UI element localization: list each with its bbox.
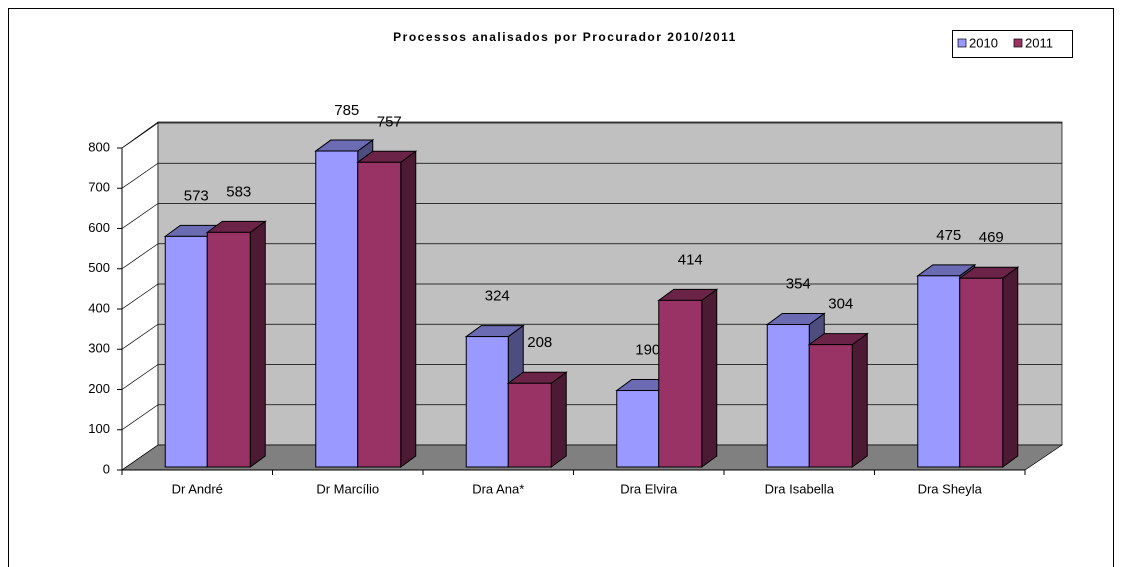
grid-line [121,203,159,229]
bar [658,299,703,468]
bar-side [400,150,417,468]
bar [959,277,1004,468]
bar-side [550,371,567,468]
bar [465,336,509,468]
bar [917,275,961,468]
value-label: 757 [377,113,402,130]
bar-side [249,220,266,468]
y-tick-label: 700 [88,180,110,195]
grid-line [121,122,159,149]
x-tick-label: Dra Ana* [472,481,524,496]
y-tick-label: 0 [103,461,110,476]
grid-line [121,283,159,310]
y-tick-label: 600 [88,220,110,235]
bar [616,390,660,468]
value-label: 208 [527,334,552,351]
value-label: 475 [936,227,961,244]
bar [164,235,208,468]
y-tick-label: 100 [88,421,110,436]
value-label: 304 [828,296,853,313]
side-wall [121,121,159,471]
value-label: 573 [184,187,209,204]
value-label: 469 [979,229,1004,246]
chart-title: Processos analisados por Procurador 2010… [393,30,737,44]
grid-line [121,404,159,431]
legend-swatch [957,38,967,48]
legend-swatch [1013,38,1023,48]
legend-label: 2011 [1025,35,1053,50]
value-label: 354 [786,275,811,292]
x-tick-label: Dra Elvira [620,481,678,496]
grid-line [121,323,159,350]
bar [766,324,810,468]
x-tick-label: Dr André [172,481,223,496]
bar-side [851,332,868,468]
grid-line [121,162,159,189]
bar [507,382,552,468]
bar [357,161,402,468]
y-tick-label: 800 [88,139,110,154]
value-label: 324 [485,288,510,305]
x-tick-label: Dra Sheyla [918,481,983,496]
value-label: 785 [334,102,359,119]
legend [952,30,1073,58]
value-label: 583 [226,183,251,200]
y-tick-label: 400 [88,300,110,315]
back-wall [157,121,1063,446]
y-tick-label: 500 [88,260,110,275]
y-tick-label: 300 [88,341,110,356]
bar [808,344,853,468]
grid-line [121,243,159,270]
bar [315,150,359,468]
value-label: 414 [678,251,703,268]
bar-side [1002,266,1019,468]
bar [206,231,251,468]
bar-side [701,288,718,468]
value-label: 190 [635,341,660,358]
x-tick-label: Dra Isabella [765,481,835,496]
legend-label: 2010 [969,35,998,50]
y-tick-label: 200 [88,381,110,396]
x-tick-label: Dr Marcílio [316,481,379,496]
grid-line [121,364,159,390]
